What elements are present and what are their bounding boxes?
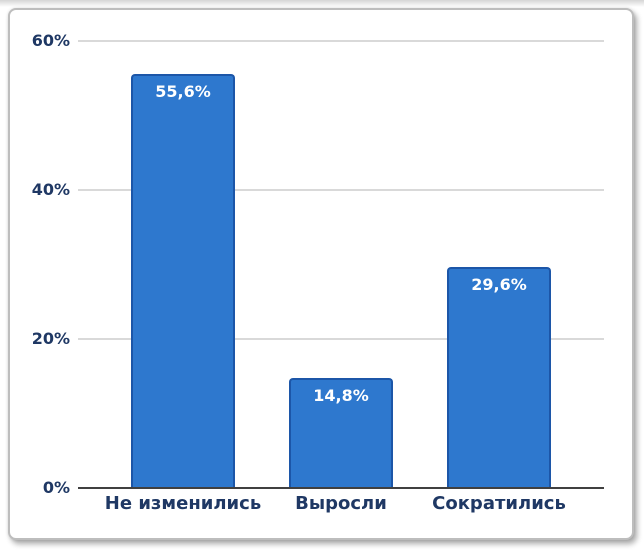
x-axis-category-label: Сократились (432, 493, 566, 514)
bar-value-label: 55,6% (155, 81, 211, 101)
gridline (78, 189, 604, 191)
y-axis-tick-label: 40% (31, 180, 70, 199)
bar: 29,6% (447, 267, 551, 488)
bar-value-label: 14,8% (313, 385, 369, 405)
x-axis-category-label: Выросли (295, 493, 387, 514)
y-axis-tick-label: 0% (42, 478, 70, 497)
y-axis-tick-label: 20% (31, 329, 70, 348)
x-axis-category-label: Не изменились (104, 493, 262, 514)
gridline (78, 40, 604, 42)
top-shadow-gradient (0, 0, 644, 7)
bar-chart: 0% 20% 40% 60% 55,6% Не изменились 14,8% Выросл… (10, 10, 632, 538)
bar: 55,6% (131, 73, 235, 488)
x-axis-line (78, 487, 604, 489)
bar-value-label: 29,6% (471, 275, 527, 295)
y-axis-tick-label: 60% (31, 31, 70, 50)
gridline (78, 338, 604, 340)
chart-card: 0% 20% 40% 60% 55,6% Не изменились 14,8% Выросл… (8, 8, 634, 540)
bar: 14,8% (289, 377, 393, 488)
